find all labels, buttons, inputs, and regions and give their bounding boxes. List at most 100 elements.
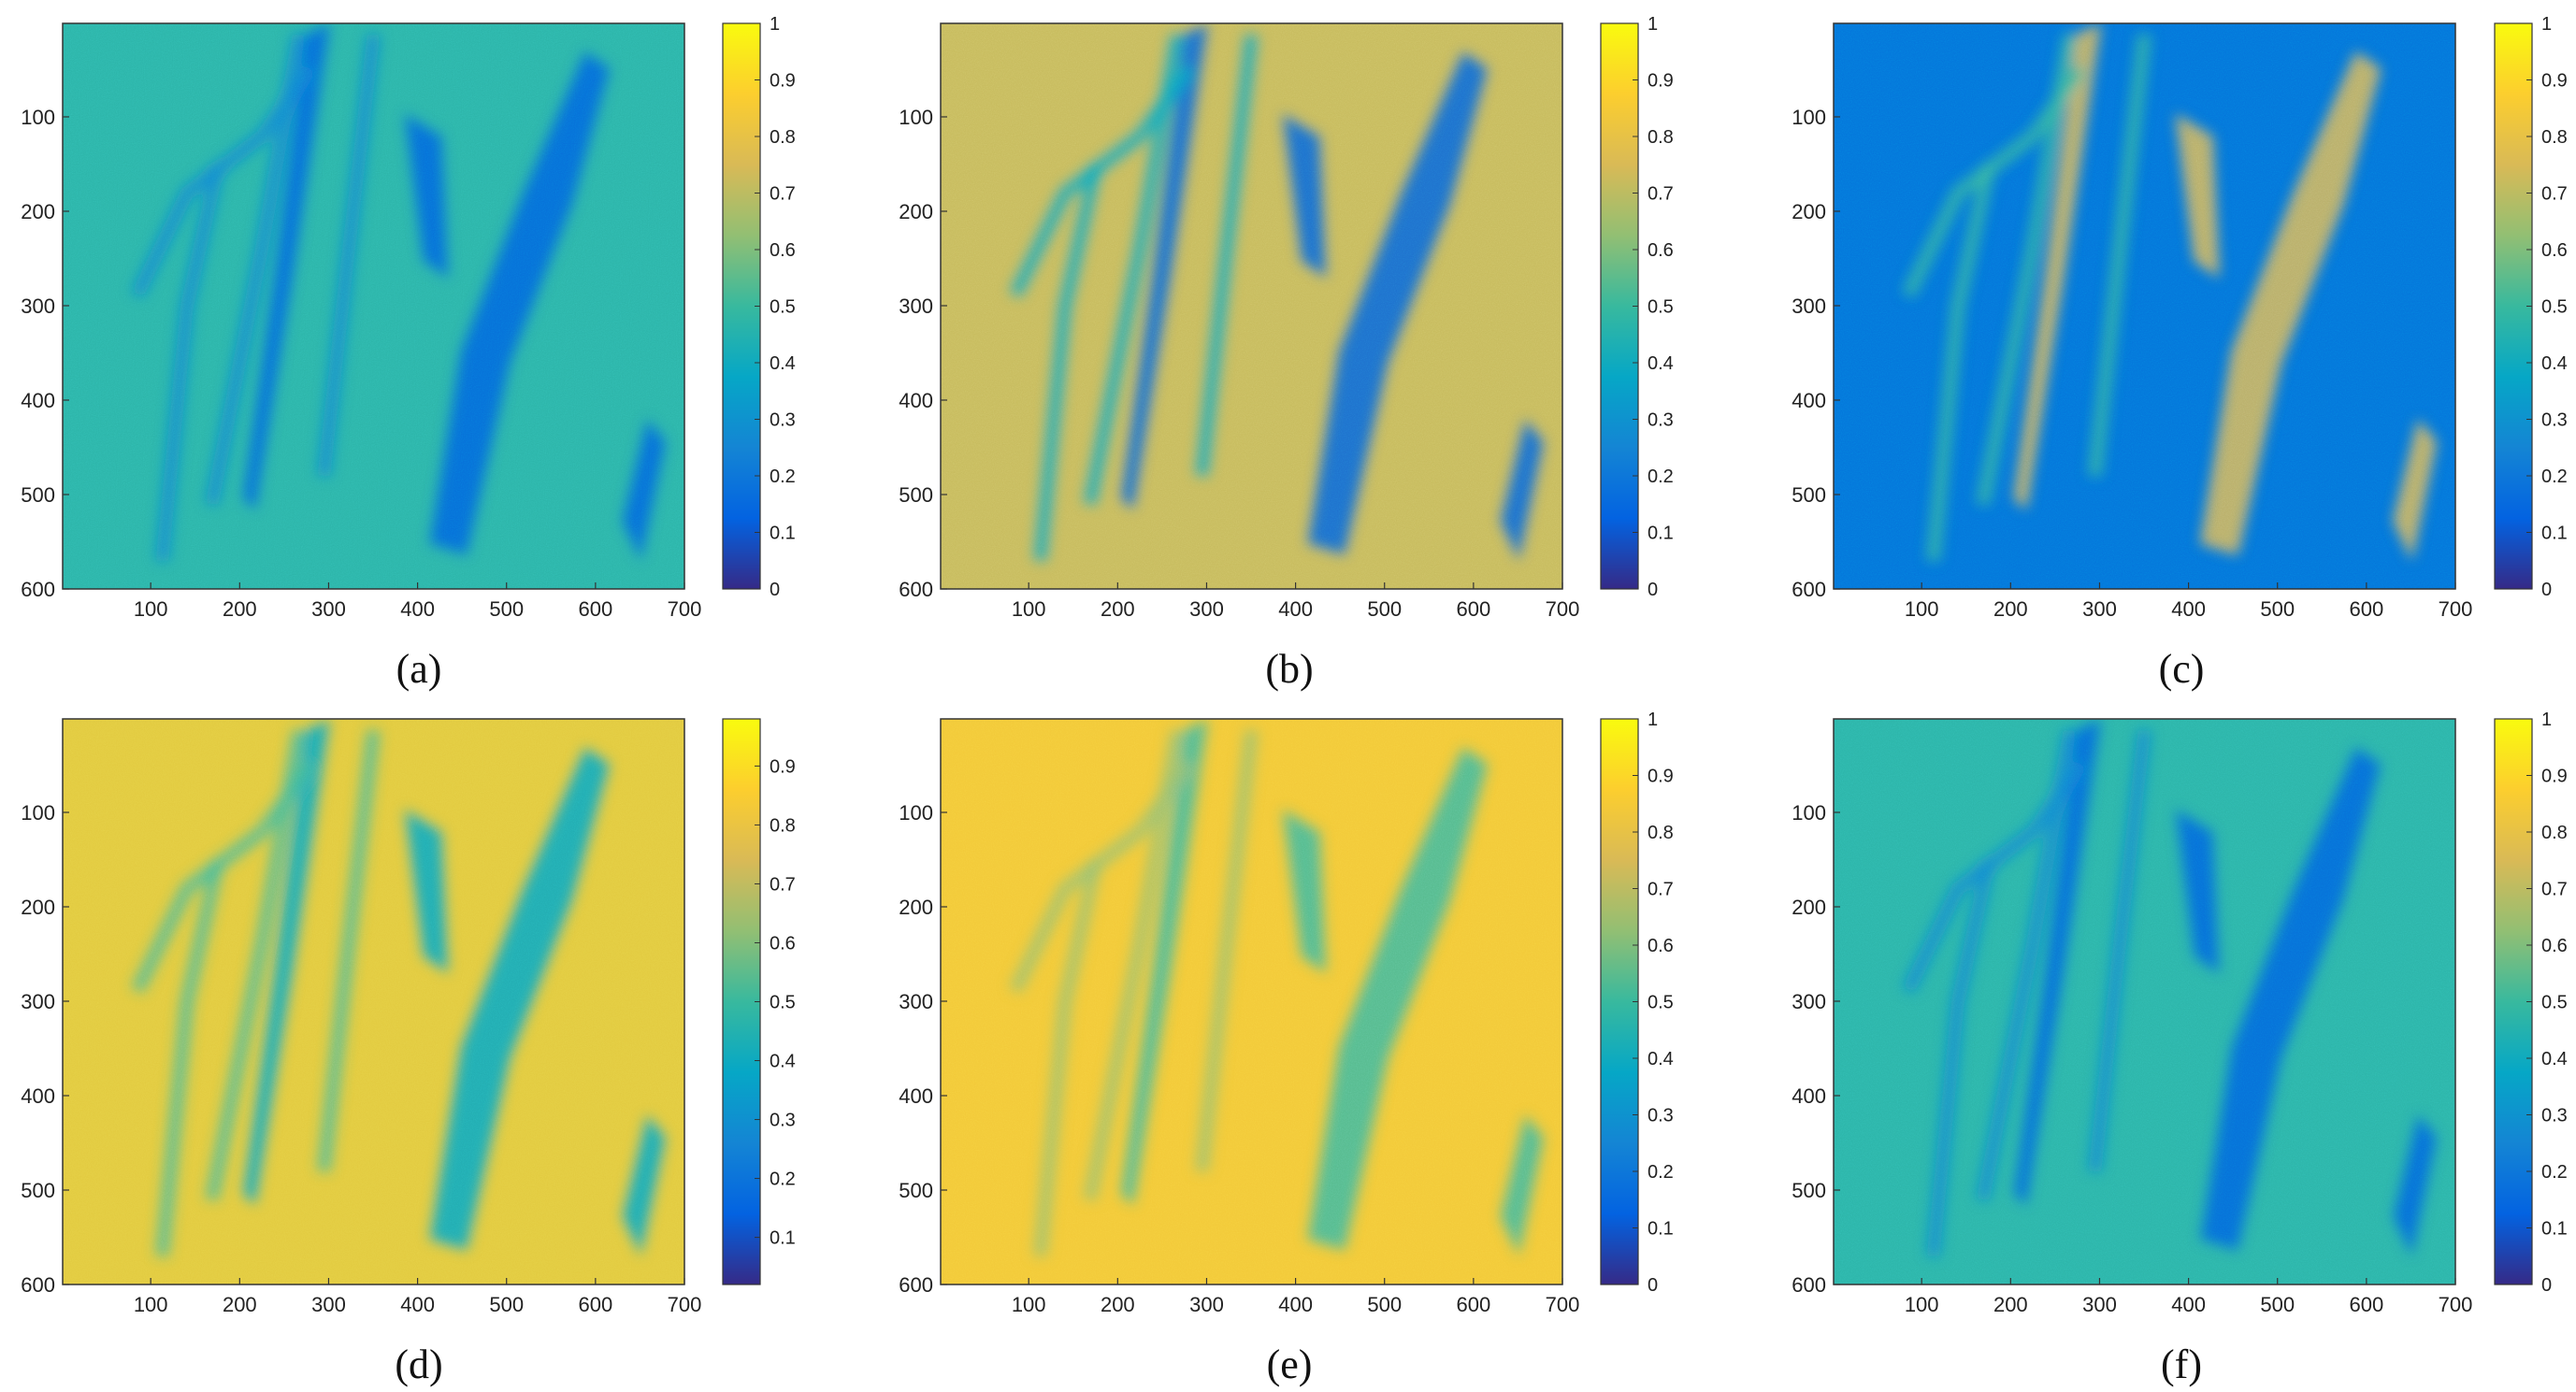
y-tick-label: 200 <box>21 896 55 919</box>
x-tick-label: 200 <box>1993 1293 2028 1316</box>
caption-a: (a) <box>396 646 442 692</box>
y-tick-label: 300 <box>899 990 933 1013</box>
colorbar-tick-label: 0.6 <box>770 933 796 954</box>
colorbar-tick-label: 0.5 <box>2541 297 2568 318</box>
y-tick-label: 300 <box>899 294 933 318</box>
colorbar-tick-label: 0 <box>1648 580 1658 600</box>
y-tick-label: 100 <box>21 801 55 825</box>
colorbar-tick-label: 1 <box>1648 710 1658 730</box>
colorbar <box>722 22 761 590</box>
y-tick-label: 400 <box>899 1084 933 1108</box>
colorbar <box>1600 718 1639 1285</box>
y-tick-label: 500 <box>899 1179 933 1202</box>
colorbar-tick-label: 0.4 <box>770 353 796 374</box>
colorbar-tick-label: 0.4 <box>770 1052 796 1072</box>
heatmap-area <box>941 719 1562 1284</box>
x-tick-label: 100 <box>134 1293 168 1316</box>
colorbar-tick-label: 0.3 <box>2541 1106 2568 1127</box>
colorbar-tick-label: 0.6 <box>2541 240 2568 261</box>
x-tick-label: 300 <box>311 597 346 621</box>
x-tick-label: 400 <box>1278 597 1313 621</box>
colorbar-tick-label: 0 <box>2541 580 2552 600</box>
colorbar-tick-label: 0.9 <box>770 71 796 92</box>
colorbar-tick-label: 0 <box>1648 1275 1658 1296</box>
y-tick-label: 200 <box>1792 896 1826 919</box>
colorbar-tick-label: 0.5 <box>2541 993 2568 1013</box>
colorbar-tick-label: 0.1 <box>1648 524 1674 544</box>
colorbar-tick-label: 0.2 <box>770 466 796 487</box>
colorbar-tick-label: 0.3 <box>770 1111 796 1131</box>
colorbar-tick-label: 0.6 <box>770 240 796 261</box>
heatmap-noise <box>941 719 1562 1284</box>
y-tick-label: 600 <box>899 578 933 601</box>
y-tick-label: 500 <box>899 483 933 507</box>
caption-e: (e) <box>1266 1342 1313 1387</box>
x-tick-label: 500 <box>1367 597 1402 621</box>
panel-d: 100 200 300 400 500 600 700 100 200 300 400 500 600 0… <box>0 696 858 1391</box>
colorbar-tick-label: 0.2 <box>770 1170 796 1190</box>
x-tick-label: 300 <box>311 1293 346 1316</box>
x-tick-label: 400 <box>400 597 435 621</box>
x-tick-label: 300 <box>2082 1293 2117 1316</box>
x-tick-label: 300 <box>2082 597 2117 621</box>
colorbar-tick-label: 1 <box>2541 710 2552 730</box>
caption-b: (b) <box>1265 646 1314 692</box>
colorbar-tick-label: 0.3 <box>1648 410 1674 431</box>
colorbar-tick-label: 0.2 <box>1648 466 1674 487</box>
colorbar-tick-label: 0.8 <box>2541 127 2568 148</box>
y-tick-label: 300 <box>1792 990 1826 1013</box>
colorbar-tick-label: 0.1 <box>770 524 796 544</box>
colorbar-tick-label: 0.7 <box>2541 880 2568 900</box>
y-tick-label: 200 <box>899 896 933 919</box>
y-tick-label: 400 <box>1792 389 1826 412</box>
heatmap-b-svg: 100 200 300 400 500 600 700 100 200 300 400 500 600 0… <box>899 14 1674 621</box>
colorbar-tick-label: 0.2 <box>2541 1162 2568 1183</box>
panel-f: 100 200 300 400 500 600 700 100 200 300 400 500 600 0… <box>1717 696 2575 1391</box>
y-tick-label: 100 <box>1792 106 1826 129</box>
x-tick-label: 200 <box>1993 597 2028 621</box>
heatmap-noise <box>1834 23 2455 589</box>
colorbar-tick-label: 0.8 <box>770 815 796 836</box>
colorbar-tick-label: 0.8 <box>1648 823 1674 843</box>
caption-d: (d) <box>395 1342 443 1387</box>
x-tick-label: 600 <box>2350 1293 2384 1316</box>
y-tick-label: 500 <box>21 483 55 507</box>
y-tick-label: 600 <box>899 1273 933 1297</box>
x-tick-label: 600 <box>579 1293 613 1316</box>
heatmap-area <box>1834 23 2455 589</box>
panel-e: 100 200 300 400 500 600 700 100 200 300 400 500 600 0… <box>858 696 1717 1391</box>
colorbar-tick-label: 0.1 <box>770 1228 796 1249</box>
colorbar <box>2494 718 2533 1285</box>
y-tick-label: 200 <box>1792 200 1826 223</box>
y-tick-label: 100 <box>899 106 933 129</box>
heatmap-noise <box>63 719 684 1284</box>
x-tick-label: 300 <box>1189 597 1224 621</box>
x-tick-label: 100 <box>1012 597 1046 621</box>
colorbar-tick-label: 0.6 <box>1648 936 1674 956</box>
x-tick-label: 100 <box>1905 597 1939 621</box>
x-tick-label: 400 <box>2171 1293 2206 1316</box>
colorbar-tick-label: 1 <box>2541 14 2552 35</box>
heatmap-e-svg: 100 200 300 400 500 600 700 100 200 300 400 500 600 0… <box>899 710 1674 1316</box>
x-tick-label: 700 <box>1546 1293 1580 1316</box>
y-tick-label: 200 <box>899 200 933 223</box>
x-tick-label: 200 <box>223 597 257 621</box>
heatmap-noise <box>1834 719 2455 1284</box>
y-tick-label: 400 <box>21 389 55 412</box>
y-tick-label: 600 <box>1792 1273 1826 1297</box>
x-tick-label: 700 <box>668 1293 702 1316</box>
x-tick-label: 700 <box>1546 597 1580 621</box>
y-tick-label: 100 <box>21 106 55 129</box>
y-tick-label: 100 <box>899 801 933 825</box>
heatmap-area <box>63 719 684 1284</box>
y-tick-label: 600 <box>1792 578 1826 601</box>
colorbar-tick-label: 0 <box>770 580 780 600</box>
colorbar-tick-label: 0.6 <box>2541 936 2568 956</box>
colorbar-tick-label: 0.7 <box>1648 184 1674 205</box>
x-tick-label: 200 <box>223 1293 257 1316</box>
caption-c: (c) <box>2158 646 2205 692</box>
x-tick-label: 200 <box>1101 1293 1135 1316</box>
colorbar-tick-label: 0.5 <box>770 993 796 1013</box>
colorbar <box>1600 22 1639 590</box>
